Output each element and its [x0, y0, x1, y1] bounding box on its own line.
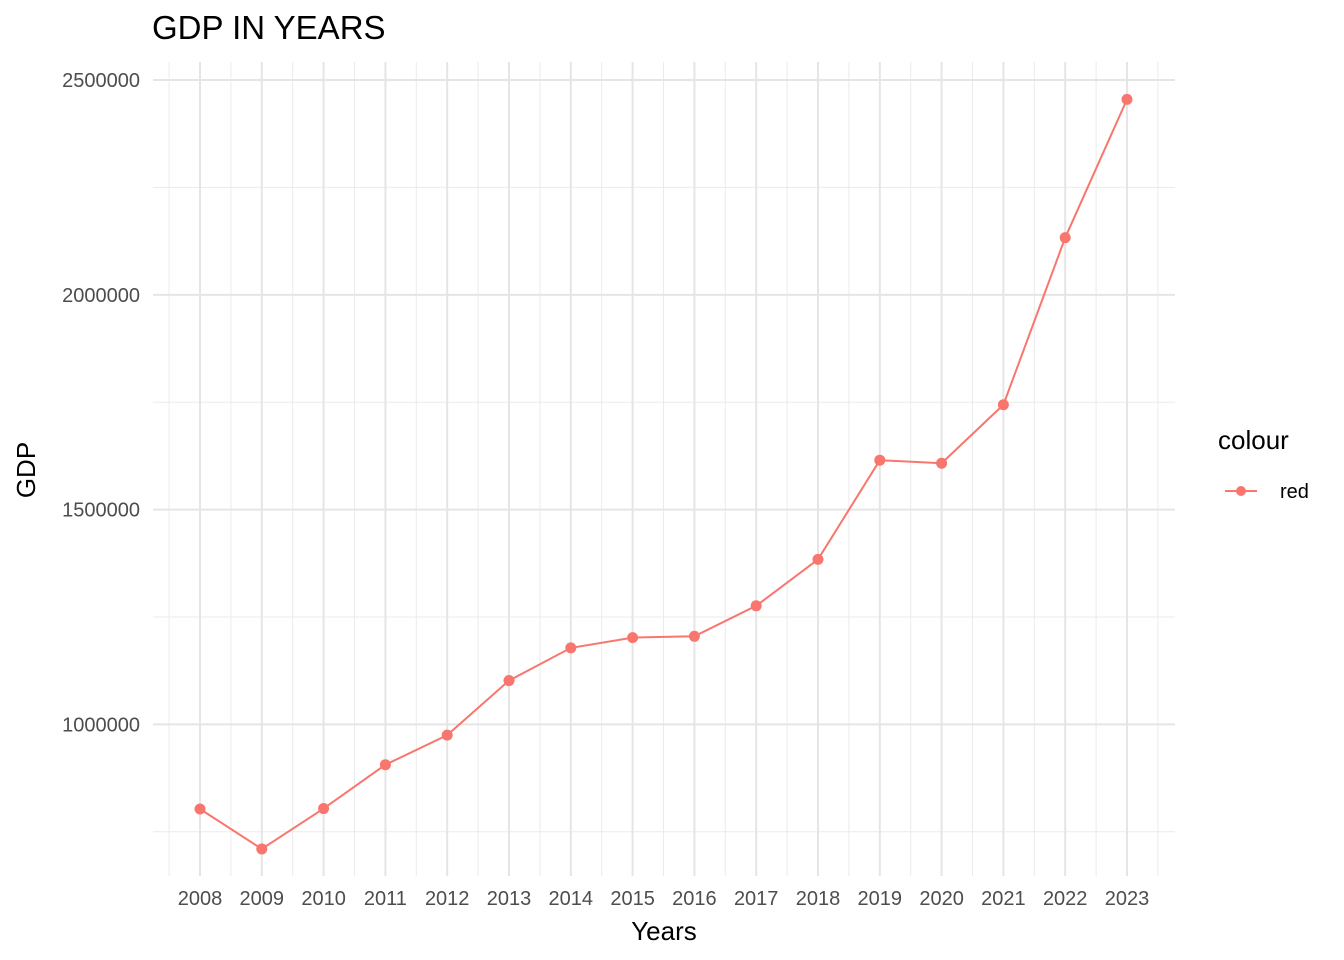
data-point [565, 642, 577, 654]
y-axis-title: GDP [11, 442, 41, 498]
data-point [812, 553, 824, 565]
data-point [1059, 232, 1071, 244]
data-point [1121, 93, 1133, 105]
x-tick-label: 2011 [364, 888, 407, 910]
data-point [936, 457, 948, 469]
x-axis-ticks: 2008 2009 2010 2011 2012 2013 2014 2015 2016 2017… [178, 888, 1150, 910]
x-tick-label: 2013 [487, 888, 532, 910]
x-tick-label: 2023 [1105, 888, 1150, 910]
data-point [688, 630, 700, 642]
series-line [199, 98, 1128, 851]
data-point [379, 759, 391, 771]
y-axis-ticks: 1000000 1500000 2000000 2500000 [62, 70, 140, 736]
legend-label: red [1280, 481, 1309, 503]
legend: colour red [1218, 425, 1309, 503]
data-point [194, 803, 206, 815]
y-tick-label: 1500000 [62, 500, 140, 522]
x-tick-label: 2009 [240, 888, 285, 910]
data-point [441, 729, 453, 741]
chart-title: GDP IN YEARS [152, 9, 386, 46]
y-tick-label: 1000000 [62, 714, 140, 736]
data-point [750, 600, 762, 612]
x-tick-label: 2008 [178, 888, 223, 910]
data-point [318, 803, 330, 815]
x-tick-label: 2020 [919, 888, 964, 910]
x-tick-label: 2015 [610, 888, 655, 910]
data-point [627, 632, 639, 644]
data-point [997, 399, 1009, 411]
x-tick-label: 2014 [549, 888, 594, 910]
series-layer [194, 93, 1133, 855]
x-tick-label: 2012 [425, 888, 470, 910]
y-tick-label: 2500000 [62, 70, 140, 92]
x-tick-label: 2016 [672, 888, 717, 910]
x-tick-label: 2021 [981, 888, 1026, 910]
x-tick-label: 2019 [858, 888, 903, 910]
x-axis-title: Years [631, 916, 697, 946]
data-point [256, 843, 268, 855]
x-tick-label: 2017 [734, 888, 779, 910]
x-tick-label: 2022 [1043, 888, 1088, 910]
x-tick-label: 2010 [301, 888, 346, 910]
legend-key-point [1236, 486, 1246, 496]
y-tick-label: 2000000 [62, 285, 140, 307]
data-point [874, 454, 886, 466]
legend-title: colour [1218, 425, 1289, 455]
data-point [503, 675, 515, 687]
grid-lines [153, 62, 1175, 876]
x-tick-label: 2018 [796, 888, 841, 910]
